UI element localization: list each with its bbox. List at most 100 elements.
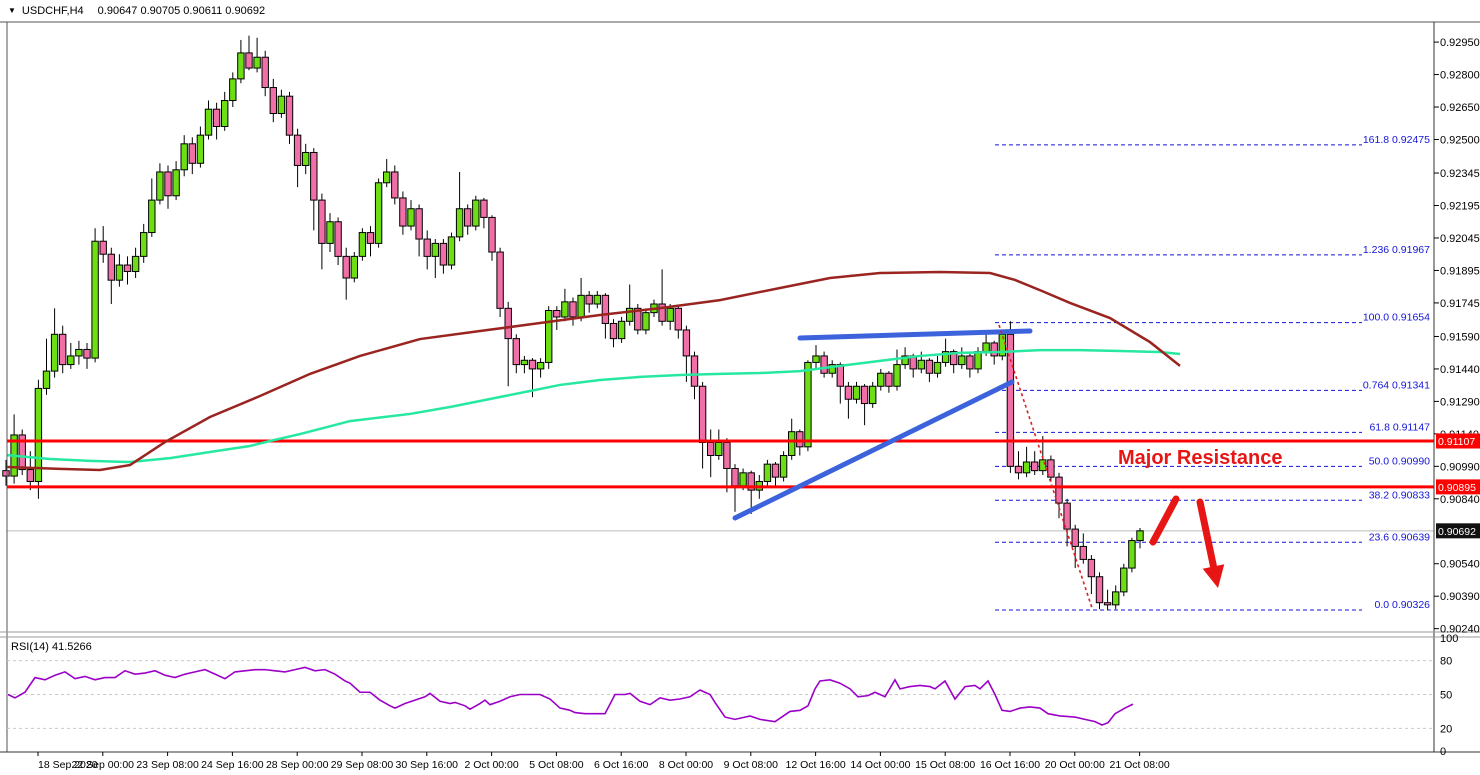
arrow-shaft-2[interactable] (1196, 498, 1217, 570)
candle-body (196, 134, 205, 164)
candle-body (836, 364, 844, 387)
candle-body (561, 301, 569, 318)
rsi-indicator-label: RSI(14) 41.5266 (11, 641, 92, 653)
price-tick-label: 0.92345 (1440, 168, 1480, 180)
price-badge (1436, 479, 1480, 495)
price-badge-label: 0.91107 (1438, 436, 1475, 448)
candle-body (34, 387, 43, 482)
candle-body (26, 469, 35, 482)
time-tick-label: 29 Sep 08:00 (331, 759, 394, 771)
fib-level-label-0.0: 0.0 0.90326 (1375, 599, 1431, 611)
price-tick-label: 0.90540 (1440, 559, 1480, 571)
candle-body (617, 320, 626, 340)
candle-body (91, 240, 99, 359)
candle-body (820, 355, 828, 374)
candle-body (261, 56, 269, 89)
candle-body (131, 255, 140, 273)
time-tick-label: 2 Oct 00:00 (464, 759, 518, 771)
candle-body (747, 472, 755, 491)
candle-body (399, 197, 407, 227)
price-tick-label: 0.91590 (1440, 331, 1480, 343)
candle-body (990, 342, 998, 357)
candle-body (140, 232, 148, 257)
candle-body (715, 442, 723, 457)
time-tick-label: 22 Sep 00:00 (72, 759, 135, 771)
price-tick-label: 0.92800 (1440, 70, 1480, 82)
price-tick-label: 0.91895 (1440, 265, 1480, 277)
candle-body (504, 307, 512, 340)
candle-body (455, 208, 464, 238)
price-tick-label: 0.90990 (1440, 461, 1480, 473)
time-tick-label: 20 Oct 00:00 (1045, 759, 1105, 771)
dotted-decline-line[interactable] (998, 324, 1093, 609)
candle-body (1103, 602, 1112, 606)
arrow-stroke-1[interactable] (1149, 495, 1180, 546)
candle-body (67, 355, 75, 366)
rsi-line (7, 666, 1134, 726)
candle-body (682, 329, 691, 357)
candle-body (277, 95, 286, 115)
candle-body (690, 355, 699, 387)
candle-body (318, 199, 326, 244)
major-resistance-annotation[interactable]: Major Resistance (1118, 447, 1283, 469)
rsi-scale-label: 50 (1440, 690, 1452, 702)
candle-body (804, 361, 812, 448)
candle-body (512, 338, 520, 366)
price-tick-label: 0.92950 (1440, 37, 1480, 49)
candle-body (609, 322, 618, 340)
candle-body (763, 463, 772, 482)
candle-body (285, 95, 294, 136)
candle-body (237, 52, 245, 80)
time-tick-label: 18 Sep 2020 (38, 759, 98, 771)
candle-body (569, 301, 577, 318)
candle-body (342, 255, 350, 279)
candle-body (1039, 459, 1047, 472)
candle-body (893, 364, 901, 387)
time-tick-label: 21 Oct 08:00 (1110, 759, 1170, 771)
candle-body (439, 242, 448, 266)
candle-body (869, 385, 877, 405)
candle-body (1079, 545, 1087, 560)
candle-body (253, 56, 261, 69)
candle-body (674, 307, 682, 331)
candle-body (383, 171, 391, 184)
candle-body (310, 151, 318, 201)
candle-body (666, 307, 674, 322)
candle-body (221, 100, 229, 128)
price-badge (1436, 523, 1480, 539)
fib-level-label-38.2: 38.2 0.90833 (1369, 489, 1430, 501)
candle-body (2, 470, 10, 477)
candle-body (269, 87, 278, 115)
candle-body (1087, 558, 1096, 578)
time-tick-label: 23 Sep 08:00 (136, 759, 199, 771)
time-tick-label: 16 Oct 16:00 (980, 759, 1040, 771)
candle-body (83, 348, 91, 359)
price-badge (1436, 433, 1480, 449)
candle-body (698, 385, 707, 444)
candle-body (974, 351, 982, 370)
candle-body (172, 169, 180, 197)
price-tick-label: 0.92195 (1440, 201, 1480, 213)
candle-body (212, 108, 221, 128)
candle-body (933, 361, 942, 374)
fib-level-label-161.8: 161.8 0.92475 (1363, 134, 1430, 146)
chevron-down-icon[interactable]: ▼ (8, 5, 16, 15)
candle-body (107, 253, 115, 281)
trendline-1[interactable] (797, 328, 1033, 341)
candle-body (1128, 540, 1136, 569)
fib-level-label-0.764: 0.764 0.91341 (1363, 379, 1430, 391)
candle-body (1006, 333, 1015, 467)
price-tick-label: 0.91290 (1440, 396, 1480, 408)
arrow-head-2[interactable] (1202, 564, 1225, 588)
candle-body (480, 199, 488, 218)
trendline-2[interactable] (732, 379, 1015, 521)
candle-body (941, 351, 950, 363)
candle-body (860, 385, 869, 405)
rsi-scale-label: 20 (1440, 723, 1452, 735)
candle-body (180, 143, 188, 171)
price-tick-label: 0.91440 (1440, 364, 1480, 376)
candle-body (577, 294, 585, 318)
candle-body (739, 472, 747, 487)
candle-body (925, 359, 934, 374)
